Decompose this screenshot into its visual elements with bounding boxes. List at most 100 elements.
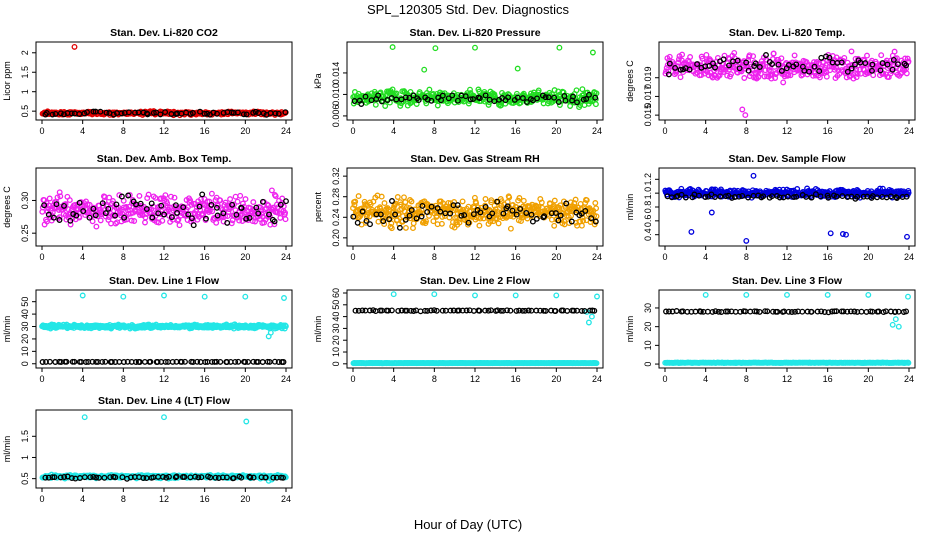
data-point — [201, 293, 208, 300]
data-point — [847, 308, 854, 315]
data-point — [745, 194, 752, 201]
data-point — [495, 220, 502, 227]
data-point — [736, 65, 743, 72]
data-point — [556, 44, 563, 51]
data-point — [209, 208, 216, 215]
data-point — [843, 231, 849, 238]
y-tick-label: 0 — [20, 361, 30, 366]
data-point — [189, 110, 196, 116]
data-point — [816, 68, 823, 75]
x-tick-label: 16 — [823, 374, 833, 384]
data-point — [459, 307, 466, 314]
data-point — [712, 194, 718, 200]
y-tick-label: 2 — [20, 50, 30, 55]
data-point — [591, 307, 598, 314]
data-point — [838, 59, 845, 66]
y-tick-label: 0.5 — [20, 472, 30, 485]
data-point — [562, 97, 569, 104]
y-tick-label: 1.5 — [20, 66, 30, 79]
data-point — [168, 193, 174, 200]
data-point — [203, 215, 209, 222]
panel-title: Stan. Dev. Line 2 Flow — [420, 275, 531, 287]
y-axis-label: ml/min — [625, 194, 635, 221]
data-point — [848, 65, 855, 72]
y-axis-label: ml/min — [2, 316, 12, 343]
data-point — [762, 308, 769, 315]
plot-frame — [658, 167, 916, 247]
y-tick-label: 1.5 — [20, 430, 30, 443]
data-point — [83, 359, 89, 365]
x-tick-label: 24 — [904, 126, 914, 136]
data-point — [421, 66, 428, 73]
data-point — [594, 293, 600, 300]
data-point — [439, 92, 446, 99]
data-point — [281, 295, 287, 301]
data-point — [428, 203, 435, 210]
data-point — [164, 200, 171, 207]
data-point — [230, 475, 237, 482]
data-point — [854, 193, 861, 200]
data-point — [704, 69, 711, 75]
data-point — [419, 202, 426, 209]
data-point — [150, 109, 157, 116]
data-point — [220, 109, 227, 116]
y-tick-label: 0.006 — [331, 105, 341, 128]
data-point — [696, 192, 702, 199]
data-point — [160, 473, 166, 480]
data-point — [168, 214, 175, 221]
data-point — [905, 293, 911, 300]
data-point — [162, 358, 169, 365]
data-point — [850, 75, 857, 82]
data-point — [45, 211, 52, 218]
data-point — [476, 222, 483, 229]
data-point — [442, 307, 449, 314]
data-point — [176, 222, 183, 229]
x-tick-label: 0 — [662, 374, 667, 384]
y-tick-label: 0.010 — [331, 83, 341, 106]
data-point — [485, 101, 492, 108]
data-point — [776, 194, 783, 201]
data-point — [102, 358, 109, 365]
data-point — [162, 192, 169, 199]
data-point — [768, 68, 774, 75]
data-point — [884, 61, 891, 68]
points-layer — [350, 44, 600, 111]
data-point — [769, 61, 776, 68]
y-tick-label: 0.8 — [643, 201, 653, 214]
data-point — [799, 308, 806, 315]
x-tick-label: 12 — [159, 374, 169, 384]
data-point — [702, 291, 709, 298]
data-point — [282, 323, 289, 330]
data-point — [232, 358, 239, 365]
data-point — [463, 307, 470, 314]
data-point — [895, 323, 902, 330]
data-point — [818, 54, 825, 61]
data-point — [57, 474, 64, 481]
plot-frame — [35, 41, 293, 121]
data-point — [200, 211, 207, 218]
data-point — [57, 110, 64, 117]
data-point — [488, 197, 495, 204]
data-point — [844, 308, 851, 315]
data-point — [879, 60, 886, 67]
data-point — [50, 214, 57, 221]
data-point — [81, 414, 88, 421]
points-layer — [350, 192, 600, 232]
data-point — [147, 358, 154, 365]
data-point — [728, 194, 735, 201]
data-point — [93, 474, 100, 481]
data-point — [826, 54, 833, 61]
data-point — [432, 45, 439, 52]
data-point — [402, 199, 409, 206]
data-point — [494, 307, 501, 314]
data-point — [593, 205, 600, 212]
data-point — [717, 193, 724, 200]
data-point — [90, 205, 97, 212]
data-point — [79, 292, 86, 299]
x-tick-label: 20 — [863, 374, 873, 384]
data-point — [84, 109, 90, 116]
data-point — [173, 473, 180, 480]
data-point — [237, 192, 244, 199]
data-point — [588, 215, 595, 222]
